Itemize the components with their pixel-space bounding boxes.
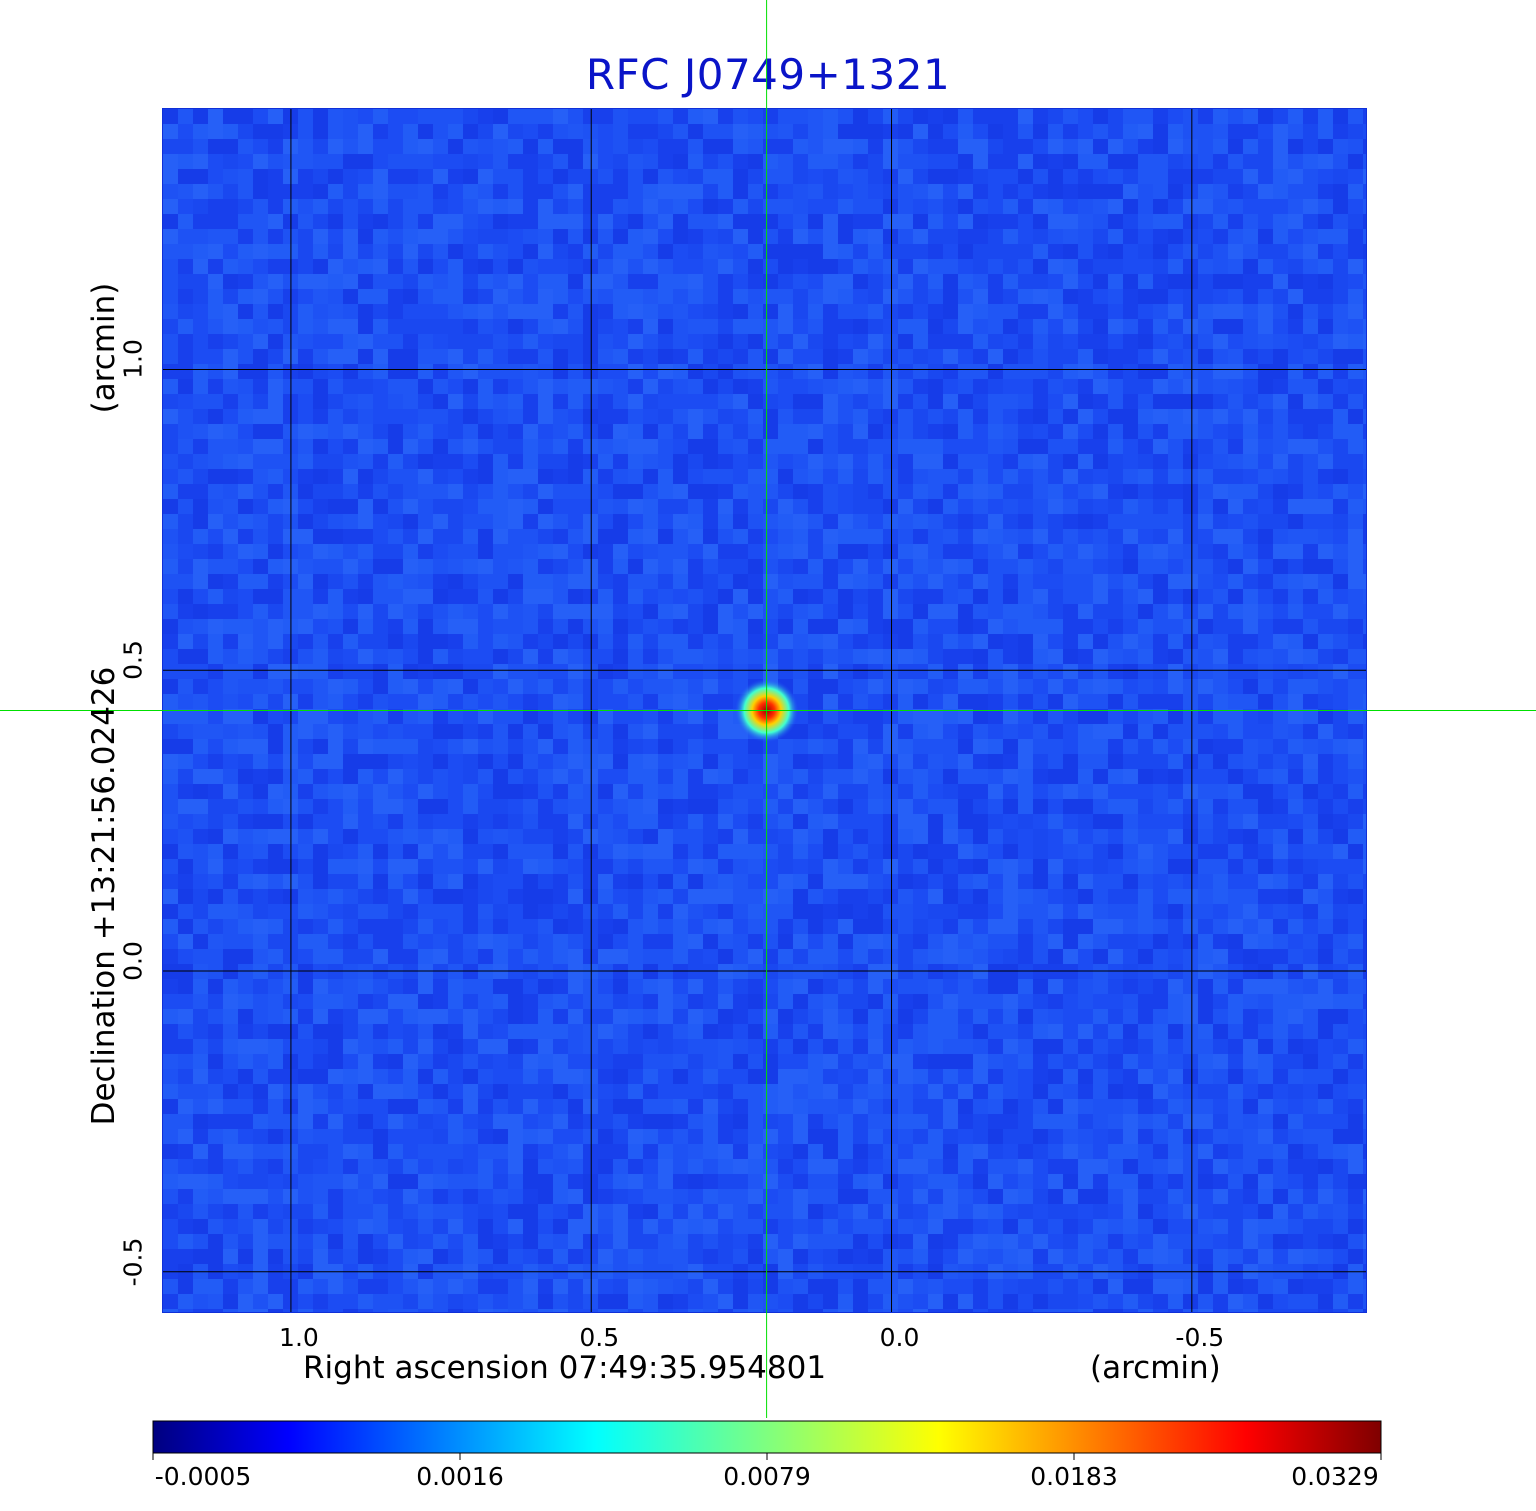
colorbar-tick-label: 0.0183 — [1030, 1462, 1118, 1491]
colorbar-tick-label: 0.0079 — [723, 1462, 811, 1491]
x-axis-unit: (arcmin) — [1090, 1350, 1221, 1386]
crosshair — [0, 0, 1536, 1418]
colorbar-tick-label: 0.0329 — [1291, 1462, 1379, 1491]
y-tick-label: 0.0 — [118, 941, 148, 981]
y-tick-label: -0.5 — [118, 1237, 148, 1287]
x-tick-label: 1.0 — [279, 1323, 319, 1352]
x-tick-label: -0.5 — [1175, 1323, 1225, 1352]
y-tick-label: 1.0 — [118, 339, 148, 380]
y-axis-unit: (arcmin) — [86, 282, 122, 414]
colorbar — [152, 1420, 1382, 1454]
colorbar-ticks — [152, 1453, 1382, 1460]
background-noise — [163, 109, 1366, 1312]
colorbar-tick-label: -0.0005 — [154, 1462, 252, 1491]
colorbar-tick-label: 0.0016 — [416, 1462, 504, 1491]
image-title: RFC J0749+1321 — [585, 50, 951, 99]
x-axis-label: Right ascension 07:49:35.954801 — [303, 1350, 827, 1386]
x-tick-label: 0.0 — [879, 1323, 920, 1352]
x-tick-label: 0.5 — [579, 1323, 620, 1352]
y-tick-label: 0.5 — [118, 640, 148, 681]
y-axis-label: Declination +13:21:56.02426 — [86, 666, 122, 1126]
